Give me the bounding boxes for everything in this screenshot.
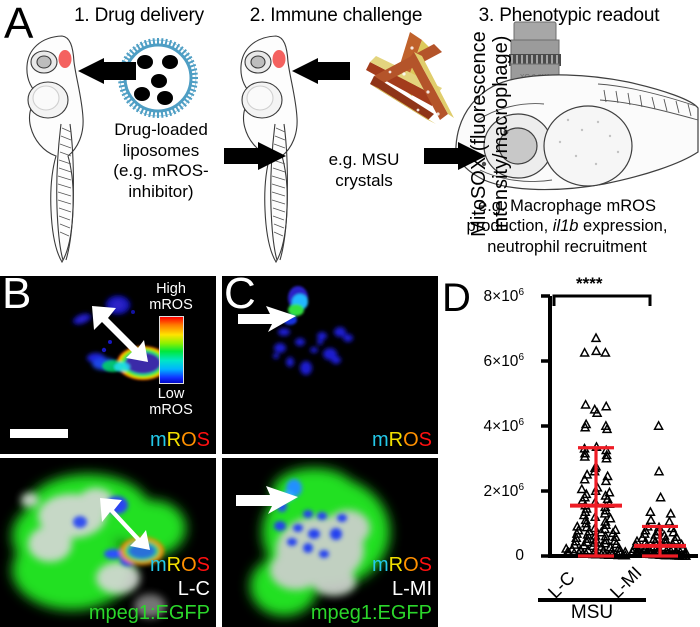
colorbar-high-line-1: High — [156, 281, 186, 297]
liposome-caption-line-2: liposomes — [122, 140, 200, 160]
msu-caption: e.g. MSU crystals — [308, 150, 420, 191]
panel-c-merge-mros-tag: mROS — [371, 554, 432, 576]
step-2-title: 2. Immune challenge — [249, 5, 423, 26]
white-arrow-icon — [92, 306, 148, 362]
panel-c-mros-tag: mROS — [371, 429, 432, 451]
group-bracket-label: MSU — [570, 602, 614, 623]
panel-a: A 1. Drug delivery 2. Immune challenge 3… — [0, 0, 700, 272]
panel-c-micrograph-mros: C — [222, 276, 438, 454]
colorbar-low-line-2: mROS — [149, 401, 193, 418]
readout-caption-line-1: e.g. Macrophage mROS — [478, 197, 656, 215]
gene-name-il1b: il1b — [552, 217, 579, 236]
mros-colorbar-legend: High mROS Low mROS — [142, 281, 200, 419]
zebrafish-embryo-head-icon — [455, 74, 699, 191]
msu-caption-line-2: crystals — [335, 170, 393, 190]
y-tick-label-2: 4×106 — [483, 417, 524, 436]
group-bracket-line — [538, 598, 646, 602]
white-arrow-icon — [238, 306, 296, 332]
liposome-caption-line-1: Drug-loaded — [114, 120, 208, 139]
y-axis-label-line-1: MitoSOX (fluorescence — [468, 31, 490, 237]
panel-b-merge-signal — [12, 474, 186, 618]
liposome-caption: Drug-loaded liposomes (e.g. mROS- inhibi… — [96, 120, 226, 203]
panel-b-merge-mros-tag: mROS — [149, 554, 210, 576]
significance-stars: **** — [576, 274, 603, 293]
significance-bracket — [552, 294, 652, 306]
injection-site-2 — [272, 50, 286, 68]
msu-caption-line-1: e.g. MSU — [328, 150, 400, 169]
panel-b-letter: B — [2, 276, 32, 318]
panel-c-mros-signal — [273, 286, 353, 375]
white-arrow-icon — [236, 486, 298, 514]
step-1-title: 1. Drug delivery — [74, 5, 204, 26]
colorbar-high-line-2: mROS — [149, 296, 193, 313]
panel-d-letter: D — [442, 276, 471, 320]
black-arrow-icon-3 — [224, 142, 286, 170]
panel-c-letter: C — [224, 276, 256, 318]
liposome-caption-line-4: inhibitor) — [128, 182, 194, 202]
black-arrow-icon-4 — [424, 142, 486, 170]
colorbar-low-line-1: Low — [157, 386, 185, 403]
y-tick-label-1: 2×106 — [483, 482, 524, 501]
black-arrow-icon-1 — [78, 58, 136, 84]
panel-c-condition-tag: L-MI — [392, 578, 432, 600]
y-tick-label-4: 8×106 — [483, 287, 524, 306]
y-tick-label-0: 0 — [515, 547, 524, 564]
injection-site — [58, 50, 72, 68]
readout-caption-line-3: neutrophil recruitment — [487, 237, 647, 256]
readout-caption-line-2: production, il1b expression, — [466, 217, 668, 236]
black-arrow-icon-2 — [292, 58, 350, 84]
panel-d-chart: D MitoSOX (fluorescence intensity/macrop… — [440, 31, 700, 627]
panel-c-micrograph-merge: mROS L-MI mpeg1:EGFP — [222, 458, 438, 627]
step-3-title: 3. Phenotypic readout — [478, 5, 660, 26]
scatter-plot-area — [541, 294, 698, 560]
panel-c-merge-signal — [250, 468, 390, 616]
colorbar-gradient — [158, 316, 184, 385]
readout-caption: e.g. Macrophage mROS production, il1b ex… — [434, 196, 700, 257]
panel-b-micrograph-merge: mROS L-C mpeg1:EGFP — [0, 458, 216, 627]
panel-a-letter: A — [4, 0, 34, 48]
y-tick-label-3: 6×106 — [483, 352, 524, 371]
panel-b-reporter-tag: mpeg1:EGFP — [88, 602, 210, 624]
scale-bar — [10, 429, 68, 438]
panel-b-condition-tag: L-C — [177, 578, 210, 600]
y-axis-label-line-2: intensity/macrophage) — [490, 35, 513, 233]
panel-b-mros-tag: mROS — [149, 429, 210, 451]
liposome-caption-line-3: (e.g. mROS- — [113, 161, 209, 181]
msu-crystals-icon — [366, 32, 454, 124]
zebrafish-embryo-icon — [26, 35, 84, 264]
panel-c-reporter-tag: mpeg1:EGFP — [310, 602, 432, 624]
white-arrow-icon — [100, 498, 150, 550]
panel-b-micrograph-mros: B — [0, 276, 216, 454]
